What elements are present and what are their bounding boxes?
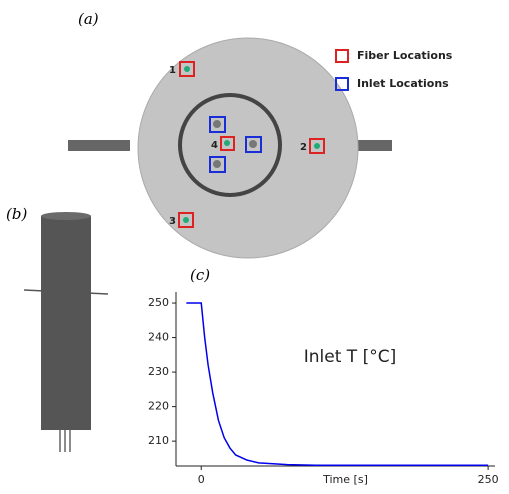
y-tick-label: 250 bbox=[148, 296, 169, 309]
legend-swatch bbox=[336, 50, 348, 62]
rod bbox=[68, 140, 130, 151]
y-tick-label: 230 bbox=[148, 365, 169, 378]
panel-label: (c) bbox=[190, 266, 210, 284]
panel-label: (a) bbox=[78, 10, 99, 28]
fiber-number: 3 bbox=[169, 216, 176, 227]
y-tick-label: 210 bbox=[148, 434, 169, 447]
x-axis-label: Time [s] bbox=[322, 473, 368, 486]
fiber-number: 1 bbox=[169, 65, 176, 76]
fiber-number: 2 bbox=[300, 142, 307, 153]
x-tick-label: 0 bbox=[198, 473, 205, 486]
cylinder bbox=[41, 216, 91, 430]
line-chart: 210 220 230 240 250 0 250 Time [s] Inlet T [°C] bbox=[148, 292, 499, 486]
line-series bbox=[186, 303, 488, 465]
y-tick-label: 240 bbox=[148, 331, 169, 344]
x-tick-label: 250 bbox=[478, 473, 499, 486]
legend-text: Inlet Locations bbox=[357, 77, 449, 90]
cylinder-top bbox=[41, 212, 91, 220]
annotation: Inlet T [°C] bbox=[304, 347, 396, 367]
y-tick-label: 220 bbox=[148, 400, 169, 413]
fiber-number: 4 bbox=[211, 140, 218, 151]
legend-text: Fiber Locations bbox=[357, 49, 453, 62]
figure: (a) 1 2 3 4 Fiber Locations Inlet Locati… bbox=[0, 0, 509, 494]
panel-label: (b) bbox=[6, 205, 27, 223]
wires bbox=[60, 430, 70, 452]
